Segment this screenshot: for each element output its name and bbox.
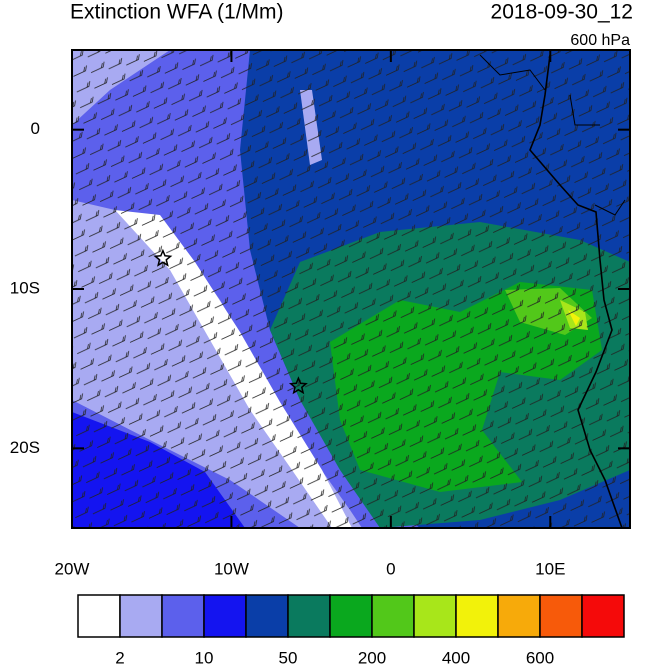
- x-tick-label: 10E: [535, 559, 565, 578]
- colorbar-label: 600: [526, 648, 554, 667]
- map-field: [72, 50, 630, 528]
- colorbar-label: 10: [195, 648, 214, 667]
- colorbar-box: [161, 594, 205, 638]
- level: 600 hPa: [570, 32, 630, 49]
- colorbar-label: 2: [115, 648, 124, 667]
- colorbar-label: 200: [358, 648, 386, 667]
- colorbar-box: [413, 594, 457, 638]
- colorbar-box: [371, 594, 415, 638]
- colorbar-label: 400: [442, 648, 470, 667]
- border: [479, 54, 626, 216]
- site-marker: [153, 248, 173, 267]
- coastline: [529, 54, 623, 528]
- colorbar-box: [455, 594, 499, 638]
- colorbar-label: 50: [279, 648, 298, 667]
- colorbar-box: [77, 594, 121, 638]
- y-tick-label: 10S: [10, 278, 40, 297]
- y-tick-label: 20S: [10, 438, 40, 457]
- title: Extinction WFA (1/Mm): [70, 1, 284, 24]
- x-tick-label: 20W: [55, 559, 90, 578]
- colorbar-box: [497, 594, 541, 638]
- x-tick-label: 10W: [214, 559, 249, 578]
- colorbar-box: [119, 594, 163, 638]
- colorbar-box: [539, 594, 583, 638]
- colorbar-box: [329, 594, 373, 638]
- x-tick-label: 0: [386, 559, 395, 578]
- colorbar-box: [245, 594, 289, 638]
- y-tick-label: 0: [31, 119, 40, 138]
- colorbar-box: [581, 594, 625, 638]
- date: 2018-09-30_12: [491, 1, 633, 24]
- colorbar-box: [203, 594, 247, 638]
- site-marker: [288, 376, 308, 395]
- wind-barbs: [72, 50, 630, 528]
- colorbar-box: [287, 594, 331, 638]
